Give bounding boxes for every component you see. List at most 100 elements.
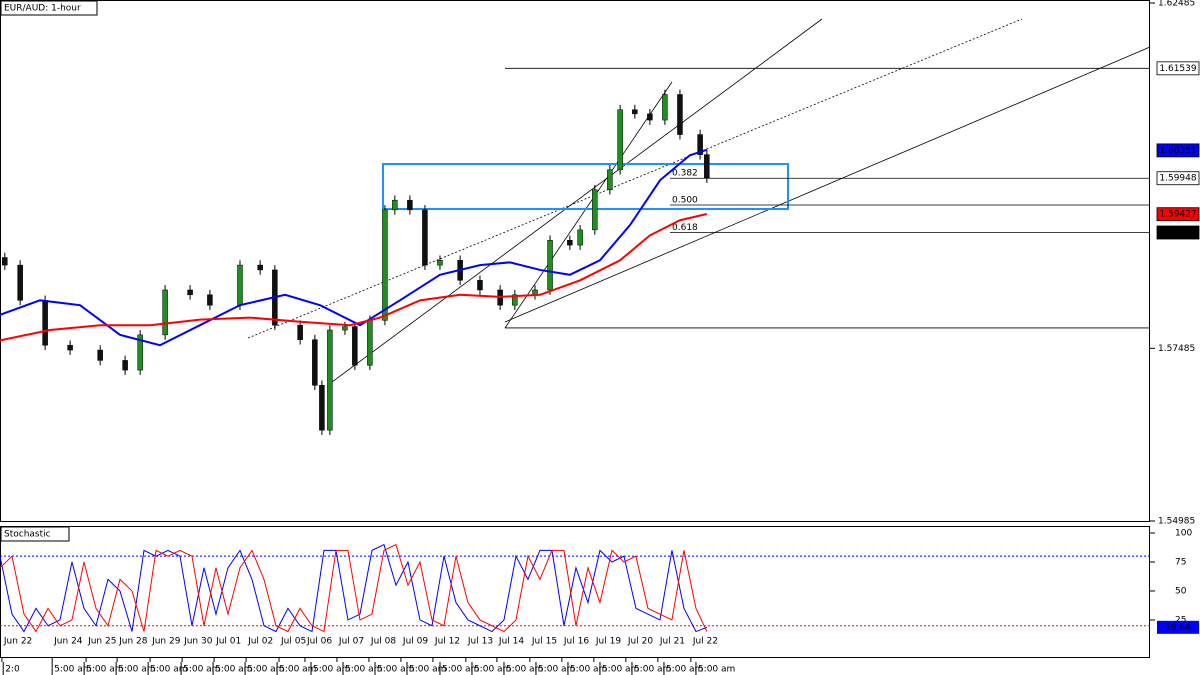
price-label: 1.60351 [1159,146,1196,156]
time-tick-label: 5:00 am [474,665,511,675]
price-label: 1.59162 [1159,228,1196,238]
candle-body [257,264,263,271]
time-tick-label: 5:00 am [183,665,220,675]
candle-body [617,109,623,171]
price-label: 1.59427 [1159,210,1196,220]
x-tick-label: Jun 22 [3,637,32,647]
fib-line [504,81,673,329]
candle-body [567,239,573,246]
candle-body [382,209,388,321]
x-tick-label: Jul 20 [627,637,653,647]
time-tick-label: 5:00 am [345,665,382,675]
time-tick-label: 5:00 am [54,665,91,675]
candle-body [2,257,8,266]
x-tick-label: Jul 14 [498,637,524,647]
stoch-title-box [0,526,70,542]
time-tick-label: 5:00 am [506,665,543,675]
x-tick-label: Jul 02 [247,637,273,647]
time-tick-label: 5:00 am [698,665,735,675]
fib-label: 0.500 [672,196,698,206]
fib-label: 0.382 [672,169,698,179]
x-tick-label: Jun 29 [151,637,181,647]
stoch-frame [0,526,1150,658]
time-tick-label: 5:00 am [247,665,284,675]
x-tick-label: Jul 06 [306,637,332,647]
stoch-value-box [1157,620,1199,634]
candle-body [392,199,398,211]
fib-label: 0.618 [672,223,698,233]
candle-body [327,329,333,431]
candle-body [237,264,243,306]
channel-upper [327,18,823,386]
candle-body [67,344,73,351]
candle-body [342,326,348,331]
moving-average [0,148,708,347]
price-label: 1.61539 [1159,64,1196,74]
candle-body [607,169,613,191]
x-tick-label: Jul 12 [434,637,460,647]
time-tick-label: 5:00 am [602,665,639,675]
channel-mid [247,18,1023,339]
y-tick-label: 1.57485 [1158,344,1195,354]
x-tick-label: Jul 01 [215,637,241,647]
candle-body [547,239,553,291]
x-tick-label: Jul 08 [370,637,396,647]
price-label: 1.59948 [1159,174,1196,184]
time-tick-label: 5:00 am [634,665,671,675]
stoch-tick-label: 100 [1175,529,1192,539]
time-tick-label: 5:00 am [279,665,316,675]
price-label-box [1156,225,1200,240]
candle-body [187,289,193,296]
x-tick-label: Jun 24 [53,637,83,647]
moving-average [0,213,708,342]
candle-body [477,280,483,291]
stoch-line [0,543,708,633]
stoch-tick-label: 75 [1175,557,1186,567]
price-label-box [1156,207,1200,222]
time-tick-label: 5:00 am [442,665,479,675]
main-frame [0,0,1150,522]
time-tick-label: 5:00 am [538,665,575,675]
title-box [0,0,98,16]
candle-body [697,134,703,155]
y-tick-label: 1.54985 [1158,517,1195,527]
x-tick-label: Jul 15 [531,637,557,647]
x-tick-label: Jul 19 [595,637,621,647]
candle-body [297,324,303,340]
stoch-value-label: 18.64 [1165,623,1191,633]
x-tick-label: Jun 28 [118,637,148,647]
x-tick-label: Jul 05 [280,637,306,647]
time-tick-label: 2:0 [5,665,20,675]
candle-body [137,334,143,371]
x-tick-label: Jul 09 [402,637,428,647]
candle-body [512,294,518,306]
stoch-title: Stochastic [4,530,51,540]
candle-body [312,339,318,386]
channel-lower [504,46,1151,323]
candle-body [352,326,358,366]
chart-title: EUR/AUD: 1-hour [4,4,81,14]
x-tick-label: Jun 30 [183,637,213,647]
candle-body [207,294,213,306]
time-tick-label: 5:00 am [377,665,414,675]
x-tick-label: Jun 25 [87,637,116,647]
time-tick-label: 5:00 am [409,665,446,675]
price-label-box [1156,143,1200,158]
time-tick-label: 5:00 am [118,665,155,675]
candle-body [647,113,653,121]
stoch-line [0,543,708,633]
time-tick-label: 5:00 am [150,665,187,675]
x-tick-label: Jul 07 [338,637,364,647]
candle-body [662,94,668,121]
time-tick-label: 5:00 am [215,665,252,675]
time-tick-label: 5:00 am [570,665,607,675]
candle-body [162,289,168,336]
x-tick-label: Jul 16 [563,637,589,647]
candle-body [437,260,443,266]
candle-body [367,320,373,366]
time-tick-label: 5:00 am [313,665,350,675]
candle-body [97,349,103,361]
x-tick-label: Jul 21 [659,637,685,647]
candle-body [704,154,710,179]
